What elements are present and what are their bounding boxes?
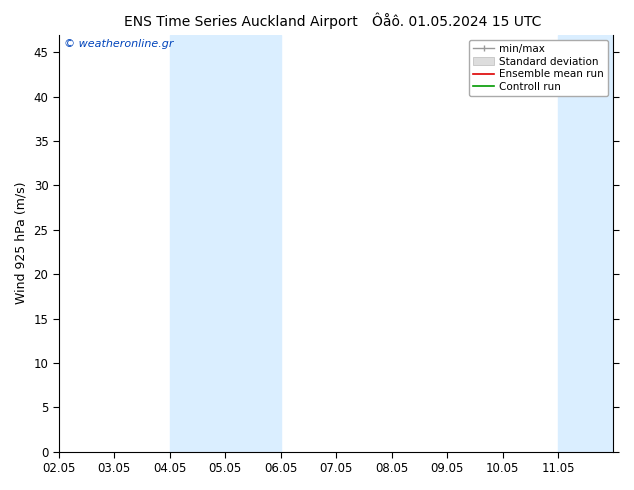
Text: © weatheronline.gr: © weatheronline.gr: [65, 39, 174, 49]
Text: Ôåô. 01.05.2024 15 UTC: Ôåô. 01.05.2024 15 UTC: [372, 15, 541, 29]
Text: ENS Time Series Auckland Airport: ENS Time Series Auckland Airport: [124, 15, 358, 29]
Legend: min/max, Standard deviation, Ensemble mean run, Controll run: min/max, Standard deviation, Ensemble me…: [469, 40, 608, 96]
Y-axis label: Wind 925 hPa (m/s): Wind 925 hPa (m/s): [15, 182, 28, 304]
Bar: [558, 35, 614, 452]
Bar: [170, 35, 281, 452]
